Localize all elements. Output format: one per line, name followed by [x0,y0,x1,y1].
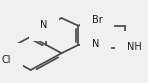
Text: Br: Br [92,15,102,25]
Text: NH: NH [127,42,141,52]
Text: N: N [40,20,48,30]
Text: Cl: Cl [1,55,11,65]
Text: N: N [92,39,99,49]
